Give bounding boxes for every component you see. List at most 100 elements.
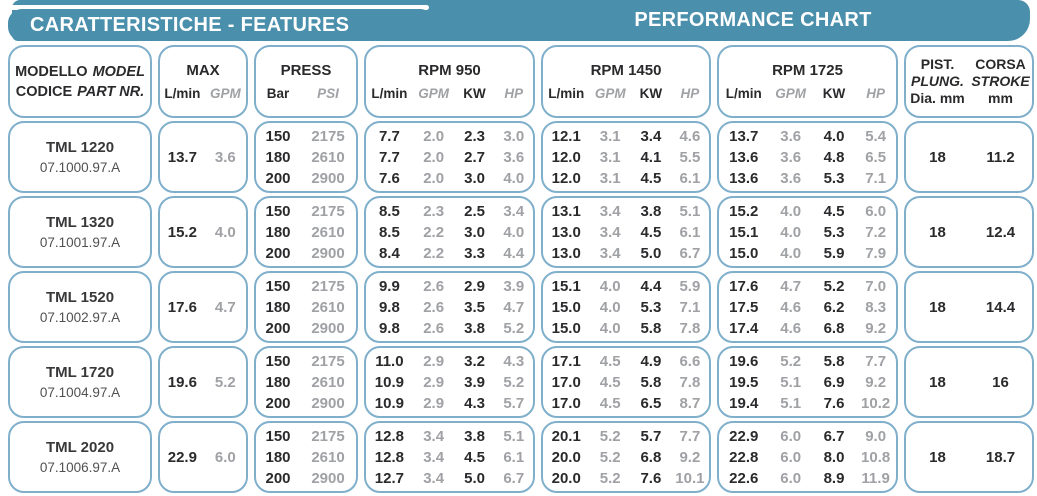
kw-value: 4.8 bbox=[823, 148, 845, 166]
gpm-value: 4.6 bbox=[780, 298, 802, 316]
press-cell: 150 2175 180 2610 200 2900 bbox=[254, 271, 358, 343]
hp-value: 4.0 bbox=[503, 169, 525, 187]
bar-value: 150 bbox=[265, 352, 291, 370]
features-title-bar: CARATTERISTICHE - FEATURES bbox=[8, 9, 434, 41]
lmin-value: 12.0 bbox=[551, 169, 581, 187]
rpm1725-line: 13.6 3.6 4.8 6.5 bbox=[719, 147, 896, 168]
bar-value: 180 bbox=[265, 223, 291, 241]
stroke-value: 11.2 bbox=[986, 148, 1015, 166]
lmin-value: 20.0 bbox=[551, 469, 581, 487]
psi-value: 2175 bbox=[311, 277, 345, 295]
hp-unit-label: HP bbox=[680, 86, 700, 101]
gpm-value: 5.1 bbox=[780, 373, 802, 391]
hp-value: 10.2 bbox=[861, 394, 891, 412]
table-body: TML 1220 07.1000.97.A 13.7 3.6 150 2175 … bbox=[0, 121, 1037, 493]
psi-value: 2610 bbox=[311, 298, 345, 316]
max-gpm-value: 6.0 bbox=[214, 448, 236, 466]
gpm-value: 4.5 bbox=[599, 394, 621, 412]
psi-value: 2175 bbox=[311, 202, 345, 220]
rpm1725-line: 17.5 4.6 6.2 8.3 bbox=[719, 297, 896, 318]
gpm-unit-label: GPM bbox=[594, 86, 626, 101]
kw-value: 6.9 bbox=[823, 373, 845, 391]
kw-value: 3.4 bbox=[640, 127, 662, 145]
max-cell: 15.2 4.0 bbox=[158, 196, 248, 268]
lmin-value: 8.5 bbox=[378, 202, 400, 220]
psi-value: 2900 bbox=[311, 169, 345, 187]
rpm1450-line: 13.0 3.4 5.0 6.7 bbox=[543, 243, 709, 264]
model-name: TML 1320 bbox=[45, 213, 115, 231]
rpm950-line: 12.8 3.4 4.5 6.1 bbox=[366, 447, 533, 468]
lmin-value: 13.0 bbox=[551, 223, 581, 241]
stroke-label: STROKE bbox=[971, 73, 1030, 89]
plunger-dia-value: 18 bbox=[929, 298, 946, 316]
table-row: TML 1220 07.1000.97.A 13.7 3.6 150 2175 … bbox=[8, 121, 1037, 193]
rpm1725-line: 19.5 5.1 6.9 9.2 bbox=[719, 372, 896, 393]
kw-value: 7.6 bbox=[823, 394, 845, 412]
max-lmin-value: 22.9 bbox=[167, 448, 197, 466]
rpm950-line: 8.4 2.2 3.3 4.4 bbox=[366, 243, 533, 264]
gpm-value: 2.6 bbox=[423, 277, 445, 295]
kw-value: 4.4 bbox=[640, 277, 662, 295]
bar-value: 150 bbox=[265, 277, 291, 295]
psi-value: 2900 bbox=[311, 244, 345, 262]
gpm-unit-label: GPM bbox=[775, 86, 807, 101]
lmin-value: 7.7 bbox=[378, 127, 400, 145]
lmin-value: 19.5 bbox=[729, 373, 759, 391]
kw-value: 5.0 bbox=[640, 244, 662, 262]
rpm1725-line: 22.8 6.0 8.0 10.8 bbox=[719, 447, 896, 468]
lmin-value: 7.6 bbox=[378, 169, 400, 187]
hp-value: 4.0 bbox=[503, 223, 525, 241]
kw-value: 6.7 bbox=[823, 427, 845, 445]
kw-value: 3.8 bbox=[640, 202, 662, 220]
hp-value: 5.5 bbox=[679, 148, 701, 166]
kw-value: 4.5 bbox=[640, 169, 662, 187]
kw-value: 2.7 bbox=[464, 148, 485, 166]
lmin-unit-label: L/min bbox=[548, 86, 585, 101]
plung-label: PLUNG. bbox=[911, 73, 964, 89]
rpm1450-line: 20.0 5.2 7.6 10.1 bbox=[543, 468, 709, 489]
lmin-value: 20.1 bbox=[551, 427, 581, 445]
rpm1725-title: RPM 1725 bbox=[772, 62, 843, 79]
hp-value: 6.0 bbox=[865, 202, 887, 220]
hp-value: 11.9 bbox=[861, 469, 890, 487]
hp-value: 10.8 bbox=[861, 448, 891, 466]
bar-unit-label: Bar bbox=[266, 86, 290, 101]
lmin-value: 15.1 bbox=[729, 223, 759, 241]
lmin-value: 13.0 bbox=[551, 244, 581, 262]
hp-value: 7.8 bbox=[679, 373, 701, 391]
rpm1725-cell: 13.7 3.6 4.0 5.4 13.6 3.6 4.8 6.5 13.6 3… bbox=[717, 121, 898, 193]
rpm1725-line: 15.1 4.0 5.3 7.2 bbox=[719, 222, 896, 243]
max-lmin-value: 13.7 bbox=[167, 148, 197, 166]
kw-value: 3.5 bbox=[464, 298, 485, 316]
lmin-value: 17.5 bbox=[729, 298, 759, 316]
model-cell: TML 1320 07.1001.97.A bbox=[8, 196, 152, 268]
gpm-value: 3.4 bbox=[599, 244, 621, 262]
gpm-value: 3.6 bbox=[780, 169, 802, 187]
model-header-line2: CODICE PART NR. bbox=[10, 82, 150, 102]
hp-value: 9.2 bbox=[865, 373, 887, 391]
max-gpm-value: 4.0 bbox=[214, 223, 236, 241]
press-line: 200 2900 bbox=[256, 168, 356, 189]
hp-value: 5.4 bbox=[865, 127, 887, 145]
max-gpm-value: 5.2 bbox=[214, 373, 236, 391]
rpm1725-cell: 15.2 4.0 4.5 6.0 15.1 4.0 5.3 7.2 15.0 4… bbox=[717, 196, 898, 268]
rpm1450-cell: 20.1 5.2 5.7 7.7 20.0 5.2 6.8 9.2 20.0 5… bbox=[541, 421, 711, 493]
pist-corsa-values: 18 11.2 bbox=[906, 147, 1032, 168]
bar-value: 180 bbox=[265, 448, 291, 466]
corsa-label: CORSA bbox=[975, 56, 1026, 72]
press-cell: 150 2175 180 2610 200 2900 bbox=[254, 421, 358, 493]
lmin-value: 17.1 bbox=[551, 352, 581, 370]
rpm1450-line: 12.1 3.1 3.4 4.6 bbox=[543, 126, 709, 147]
bar-value: 180 bbox=[265, 298, 291, 316]
hp-value: 9.2 bbox=[679, 448, 701, 466]
bar-value: 150 bbox=[265, 202, 291, 220]
kw-value: 5.8 bbox=[640, 319, 662, 337]
rpm950-cell: 11.0 2.9 3.2 4.3 10.9 2.9 3.9 5.2 10.9 2… bbox=[364, 346, 535, 418]
rpm1725-cell: 17.6 4.7 5.2 7.0 17.5 4.6 6.2 8.3 17.4 4… bbox=[717, 271, 898, 343]
pist-corsa-values: 18 16 bbox=[906, 372, 1032, 393]
bar-value: 150 bbox=[265, 427, 291, 445]
psi-value: 2610 bbox=[311, 223, 345, 241]
gpm-value: 2.3 bbox=[423, 202, 445, 220]
model-part-number: 07.1002.97.A bbox=[39, 309, 121, 325]
gpm-value: 2.0 bbox=[423, 127, 445, 145]
